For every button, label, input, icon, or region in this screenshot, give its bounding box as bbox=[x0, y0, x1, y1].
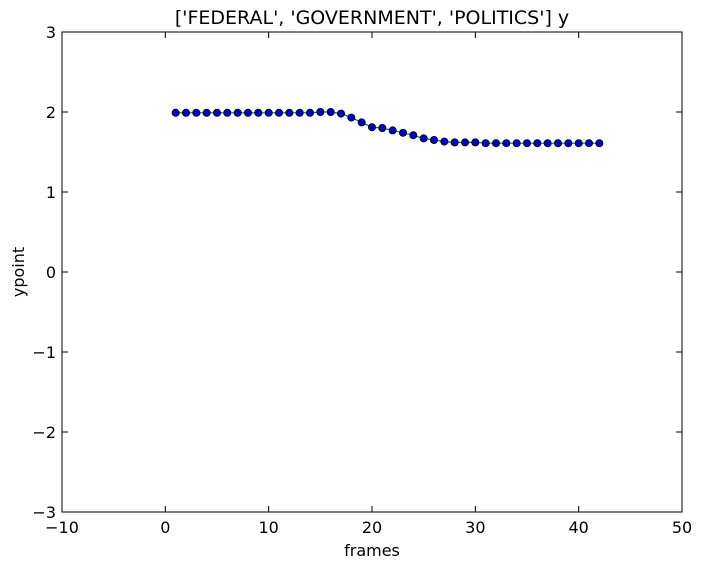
y-tick-label: 1 bbox=[46, 183, 56, 202]
data-point bbox=[316, 108, 325, 117]
x-tick-label: 0 bbox=[160, 518, 170, 537]
y-tick-label: 0 bbox=[46, 263, 56, 282]
data-point bbox=[367, 123, 376, 132]
y-tick-label: 3 bbox=[46, 23, 56, 42]
data-point bbox=[450, 138, 459, 147]
data-point bbox=[502, 139, 511, 148]
series-line bbox=[175, 111, 600, 144]
data-point bbox=[429, 135, 438, 144]
y-tick-label: 2 bbox=[46, 103, 56, 122]
data-point bbox=[481, 139, 490, 148]
data-point bbox=[305, 108, 314, 117]
data-point bbox=[223, 108, 232, 117]
data-point bbox=[233, 108, 242, 117]
data-point bbox=[585, 139, 594, 148]
y-tick-label: −1 bbox=[32, 343, 56, 362]
data-point bbox=[243, 108, 252, 117]
data-point bbox=[347, 113, 356, 122]
data-point bbox=[378, 124, 387, 133]
data-point bbox=[554, 139, 563, 148]
x-tick-label: 20 bbox=[362, 518, 382, 537]
data-point bbox=[491, 139, 500, 148]
data-point bbox=[595, 139, 604, 148]
data-point bbox=[523, 139, 532, 148]
plot-area bbox=[171, 108, 604, 148]
data-point bbox=[398, 128, 407, 137]
data-point bbox=[192, 108, 201, 117]
x-tick-label: 10 bbox=[258, 518, 278, 537]
data-point bbox=[440, 137, 449, 146]
data-point bbox=[543, 139, 552, 148]
x-axis-title: frames bbox=[344, 541, 400, 560]
data-point bbox=[274, 108, 283, 117]
data-point bbox=[533, 139, 542, 148]
data-point bbox=[212, 108, 221, 117]
data-point bbox=[460, 138, 469, 147]
x-tick-label: −10 bbox=[45, 518, 79, 537]
plot-frame bbox=[61, 31, 683, 513]
y-tick-label: −3 bbox=[32, 503, 56, 522]
data-point bbox=[512, 139, 521, 148]
data-point bbox=[202, 108, 211, 117]
data-point bbox=[326, 108, 335, 117]
chart-title: ['FEDERAL', 'GOVERNMENT', 'POLITICS'] y bbox=[175, 7, 569, 29]
x-tick-label: 40 bbox=[568, 518, 588, 537]
data-point bbox=[357, 118, 366, 127]
data-point bbox=[181, 108, 190, 117]
data-point bbox=[336, 109, 345, 118]
y-axis-title: ypoint bbox=[9, 247, 28, 297]
y-tick-label: −2 bbox=[32, 423, 56, 442]
data-point bbox=[388, 126, 397, 135]
data-point bbox=[171, 108, 180, 117]
data-point bbox=[409, 131, 418, 140]
x-tick-label: 30 bbox=[465, 518, 485, 537]
data-point bbox=[264, 108, 273, 117]
data-point bbox=[254, 108, 263, 117]
data-point bbox=[564, 139, 573, 148]
data-point bbox=[574, 139, 583, 148]
data-point bbox=[295, 108, 304, 117]
x-tick-label: 50 bbox=[672, 518, 692, 537]
data-point bbox=[285, 108, 294, 117]
data-point bbox=[471, 138, 480, 147]
data-point bbox=[419, 134, 428, 143]
